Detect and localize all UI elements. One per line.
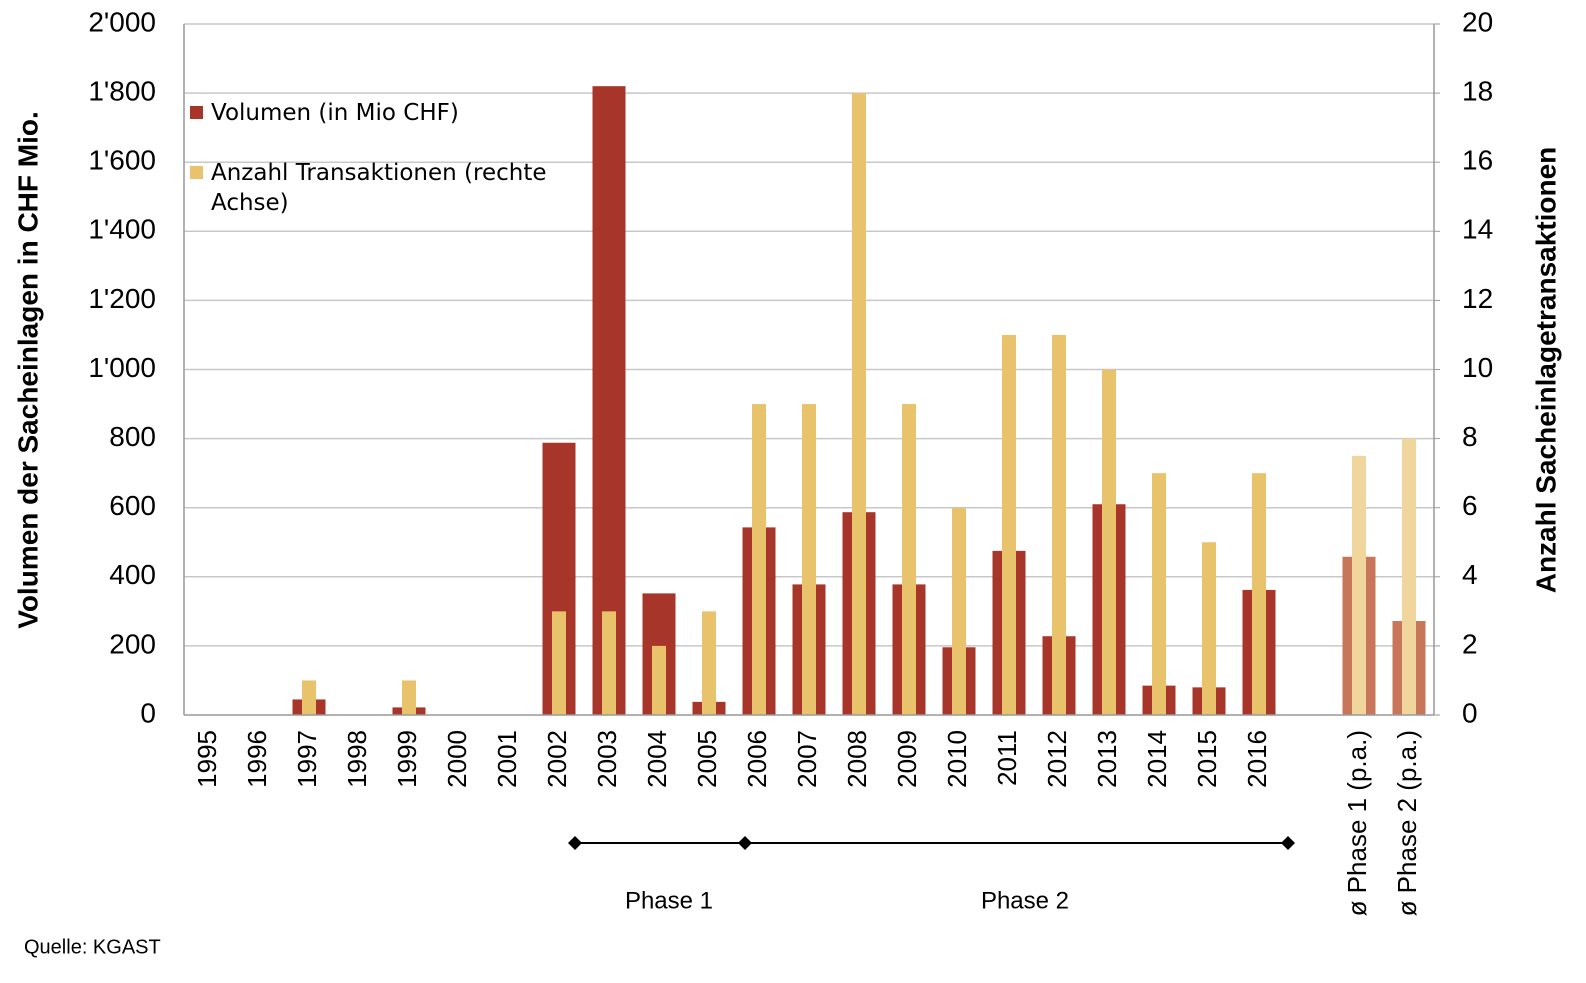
bar [1252,473,1266,715]
y2-tick-label: 8 [1462,421,1478,452]
legend-swatch [190,106,203,119]
bar [402,680,416,715]
x-tick-label: 2005 [692,730,722,788]
y2-tick-label: 18 [1462,75,1493,106]
y-tick-label: 0 [140,697,156,728]
y-axis-title: Volumen der Sacheinlagen in CHF Mio. [12,111,43,629]
x-tick-label: 1999 [392,730,422,788]
y2-tick-label: 6 [1462,490,1478,521]
y-tick-label: 400 [109,559,156,590]
annotation: Phase 1 [625,887,713,914]
diamond [1281,836,1295,850]
legend-label: Anzahl Transaktionen (rechte Achse) [211,160,547,216]
y-tick-label: 1'800 [88,75,156,106]
y-tick-label: 200 [109,628,156,659]
bar [302,680,316,715]
x-tick-label: 1998 [342,730,372,788]
bar [552,611,566,715]
x-tick-label: 2008 [842,730,872,788]
bar [1002,334,1016,715]
x-tick-label: 2006 [742,730,772,788]
legend-swatch [190,166,203,179]
x-tick-label: 2000 [442,730,472,788]
y-tick-label: 1'200 [88,283,156,314]
y2-tick-label: 12 [1462,283,1493,314]
x-tick-label: 2001 [492,730,522,788]
y2-axis-title: Anzahl Sacheinlagetransaktionen [1530,147,1561,594]
bar [802,404,816,715]
x-tick-label: 1997 [292,730,322,788]
legend-item: Anzahl Transaktionen (rechte Achse) [190,158,590,218]
y2-tick-label: 10 [1462,352,1493,383]
bar [1352,455,1366,715]
bar [1152,473,1166,715]
bar [602,611,616,715]
y-tick-label: 1'600 [88,145,156,176]
y2-tick-label: 20 [1462,6,1493,37]
x-tick-label: 2016 [1242,730,1272,788]
x-tick-label: 2009 [892,730,922,788]
source: Quelle: KGAST [24,936,161,958]
x-tick-label: 2003 [592,730,622,788]
x-tick-label: 2012 [1042,730,1072,788]
y2-tick-label: 2 [1462,628,1478,659]
bar [592,86,626,715]
x-tick-label: 2007 [792,730,822,788]
bar [952,507,966,715]
x-tick-label: 1996 [242,730,272,788]
y-tick-label: 800 [109,421,156,452]
x-tick-label: 2015 [1192,730,1222,788]
diamond [738,836,752,850]
x-tick-label: 2010 [942,730,972,788]
bar [1102,369,1116,715]
y-tick-label: 1'400 [88,214,156,245]
bar [702,611,716,715]
annotation: Phase 2 [981,887,1069,914]
y2-tick-label: 4 [1462,559,1478,590]
bar [852,93,866,716]
phase-lines [568,836,1295,850]
y-tick-label: 1'000 [88,352,156,383]
x-tick-label: ø Phase 2 (p.a.) [1392,730,1422,916]
legend-item: Volumen (in Mio CHF) [190,98,590,128]
y2-tick-label: 0 [1462,697,1478,728]
x-tick-label: 2004 [642,730,672,788]
bar [1202,542,1216,715]
x-tick-label: 2014 [1142,730,1172,788]
x-tick-label: 2013 [1092,730,1122,788]
x-tick-label: 2002 [542,730,572,788]
diamond [568,836,582,850]
x-tick-label: 2011 [992,730,1022,786]
x-tick-label: ø Phase 1 (p.a.) [1342,730,1372,916]
bar [1402,438,1416,715]
bar [652,645,666,715]
y-tick-label: 600 [109,490,156,521]
legend-label: Volumen (in Mio CHF) [211,100,459,126]
bar [752,404,766,715]
bar [902,404,916,715]
y2-tick-label: 14 [1462,214,1493,245]
legend: Volumen (in Mio CHF) Anzahl Transaktionen… [190,98,590,218]
x-tick-label: 1995 [192,730,222,788]
legend: Volumen (in Mio CHF) Anzahl Transaktionen… [190,98,590,218]
y-tick-label: 2'000 [88,6,156,37]
y2-tick-label: 16 [1462,145,1493,176]
bar [1052,334,1066,715]
